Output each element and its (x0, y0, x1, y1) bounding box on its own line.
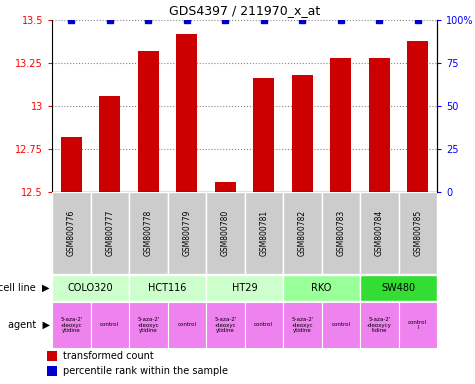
Text: HT29: HT29 (232, 283, 257, 293)
Bar (360, 275, 437, 301)
Bar (253, 78, 275, 192)
Bar (322, 303, 360, 348)
Bar (360, 303, 399, 348)
Text: GSM800784: GSM800784 (375, 210, 384, 256)
Text: GSM800779: GSM800779 (182, 210, 191, 256)
Text: cell line  ▶: cell line ▶ (0, 283, 49, 293)
Bar (52, 192, 91, 274)
Text: HCT116: HCT116 (148, 283, 187, 293)
Bar (360, 192, 399, 274)
Bar (129, 275, 206, 301)
Bar (322, 192, 360, 274)
Text: agent  ▶: agent ▶ (8, 320, 49, 330)
Bar (399, 303, 437, 348)
Text: GSM800776: GSM800776 (67, 210, 76, 256)
Bar (369, 58, 390, 192)
Text: GSM800785: GSM800785 (413, 210, 422, 256)
Bar (52, 303, 91, 348)
Bar (215, 182, 236, 192)
Text: 5-aza-2'
-deoxycy
tidine: 5-aza-2' -deoxycy tidine (367, 317, 392, 333)
Text: control: control (177, 323, 196, 328)
Text: control
l: control l (408, 319, 427, 330)
Bar (47, 366, 57, 376)
Bar (330, 58, 352, 192)
Bar (206, 192, 245, 274)
Bar (168, 192, 206, 274)
Text: COLO320: COLO320 (67, 283, 114, 293)
Text: GSM800777: GSM800777 (105, 210, 114, 256)
Bar (168, 303, 206, 348)
Bar (245, 192, 283, 274)
Bar (91, 192, 129, 274)
Bar (283, 275, 360, 301)
Bar (407, 41, 428, 192)
Text: control: control (254, 323, 273, 328)
Text: 5-aza-2'
-deoxyc
ytidine: 5-aza-2' -deoxyc ytidine (137, 317, 160, 333)
Bar (61, 137, 82, 192)
Text: GSM800783: GSM800783 (336, 210, 345, 256)
Text: percentile rank within the sample: percentile rank within the sample (63, 366, 228, 376)
Text: GSM800778: GSM800778 (144, 210, 153, 256)
Text: 5-aza-2'
-deoxyc
ytidine: 5-aza-2' -deoxyc ytidine (291, 317, 314, 333)
Text: transformed count: transformed count (63, 351, 153, 361)
Bar (91, 303, 129, 348)
Text: GSM800781: GSM800781 (259, 210, 268, 256)
Bar (129, 303, 168, 348)
Text: control: control (331, 323, 350, 328)
Bar (176, 34, 197, 192)
Bar (138, 51, 159, 192)
Text: 5-aza-2'
-deoxyc
ytidine: 5-aza-2' -deoxyc ytidine (214, 317, 237, 333)
Bar (129, 192, 168, 274)
Bar (245, 303, 283, 348)
Bar (52, 275, 129, 301)
Text: GSM800782: GSM800782 (298, 210, 307, 256)
Text: RKO: RKO (311, 283, 332, 293)
Bar (206, 275, 283, 301)
Text: GSM800780: GSM800780 (221, 210, 230, 256)
Bar (47, 351, 57, 361)
Bar (283, 303, 322, 348)
Text: SW480: SW480 (381, 283, 416, 293)
Title: GDS4397 / 211970_x_at: GDS4397 / 211970_x_at (169, 5, 320, 17)
Bar (206, 303, 245, 348)
Bar (399, 192, 437, 274)
Text: 5-aza-2'
-deoxyc
ytidine: 5-aza-2' -deoxyc ytidine (60, 317, 83, 333)
Text: control: control (100, 323, 119, 328)
Bar (99, 96, 120, 192)
Bar (283, 192, 322, 274)
Bar (292, 75, 313, 192)
